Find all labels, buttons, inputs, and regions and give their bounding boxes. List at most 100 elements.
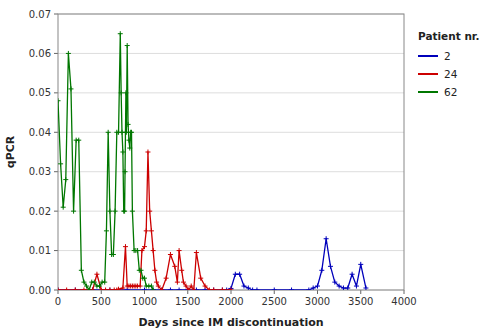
- point-marker: [324, 236, 329, 241]
- point-marker: [121, 209, 126, 214]
- point-marker: [139, 268, 144, 273]
- point-marker: [350, 272, 355, 277]
- legend-entry: 62: [444, 86, 457, 98]
- tick: [54, 14, 58, 15]
- point-marker: [168, 252, 173, 257]
- point-marker: [220, 288, 225, 291]
- point-marker: [66, 51, 71, 56]
- point-marker: [328, 264, 333, 269]
- point-marker: [203, 284, 208, 289]
- point-marker: [97, 284, 102, 289]
- grid-line: [58, 171, 404, 172]
- point-marker: [142, 276, 147, 281]
- point-marker: [81, 288, 86, 291]
- point-marker: [68, 86, 73, 91]
- legend: Patient nr.22462: [418, 30, 480, 98]
- point-marker: [58, 98, 61, 103]
- point-marker: [151, 248, 156, 253]
- tick-label: 0: [55, 296, 61, 307]
- point-marker: [233, 272, 238, 277]
- point-marker: [194, 250, 199, 255]
- point-marker: [58, 288, 61, 291]
- grid-line: [58, 250, 404, 251]
- tick: [101, 290, 102, 294]
- series: [58, 236, 368, 290]
- point-marker: [363, 286, 368, 290]
- tick: [54, 290, 58, 291]
- point-marker: [186, 288, 191, 291]
- point-marker: [119, 90, 124, 95]
- point-marker: [315, 284, 320, 289]
- tick: [54, 132, 58, 133]
- series: [58, 31, 156, 290]
- grid-line: [58, 92, 404, 93]
- point-marker: [138, 284, 143, 289]
- point-marker: [177, 248, 182, 253]
- point-marker: [73, 288, 78, 291]
- point-marker: [229, 288, 234, 291]
- point-marker: [107, 288, 112, 291]
- point-marker: [354, 284, 359, 289]
- point-marker: [289, 288, 294, 291]
- tick-label: 3500: [348, 296, 373, 307]
- point-marker: [159, 288, 164, 291]
- point-marker: [207, 288, 212, 291]
- point-marker: [130, 209, 135, 214]
- point-marker: [152, 268, 157, 273]
- tick: [144, 290, 145, 294]
- point-marker: [73, 288, 78, 291]
- series-line: [58, 239, 366, 290]
- point-marker: [164, 276, 169, 281]
- point-marker: [120, 150, 125, 155]
- tick-label: 0.01: [29, 245, 51, 256]
- point-marker: [311, 286, 316, 290]
- legend-entry: 24: [444, 68, 458, 80]
- point-marker: [64, 288, 69, 291]
- tick-label: 0.02: [29, 206, 51, 217]
- point-marker: [147, 209, 152, 214]
- point-marker: [128, 130, 133, 135]
- point-marker: [172, 264, 177, 269]
- tick: [54, 211, 58, 212]
- legend-swatch: [418, 73, 438, 75]
- point-marker: [118, 31, 123, 36]
- point-marker: [120, 286, 125, 290]
- tick: [404, 290, 405, 294]
- plot-area: [58, 31, 368, 290]
- legend-entry: 2: [444, 50, 451, 62]
- series-line: [58, 34, 153, 290]
- tick: [54, 92, 58, 93]
- point-marker: [337, 284, 342, 289]
- point-marker: [123, 130, 128, 135]
- point-marker: [87, 288, 92, 291]
- point-marker: [107, 209, 112, 214]
- point-marker: [122, 209, 127, 214]
- point-marker: [104, 228, 109, 233]
- tick-label: 3000: [305, 296, 330, 307]
- point-marker: [116, 287, 121, 290]
- tick-label: 2500: [262, 296, 287, 307]
- tick-label: 1000: [132, 296, 157, 307]
- point-marker: [61, 205, 66, 210]
- tick-label: 0.07: [29, 9, 51, 20]
- point-marker: [246, 286, 251, 290]
- point-marker: [358, 262, 363, 267]
- point-marker: [107, 288, 112, 291]
- point-marker: [332, 280, 337, 285]
- point-marker: [71, 209, 76, 214]
- point-marker: [126, 122, 131, 127]
- point-marker: [177, 288, 182, 291]
- point-marker: [113, 209, 118, 214]
- point-marker: [272, 288, 277, 291]
- tick-label: 1500: [175, 296, 200, 307]
- point-marker: [181, 280, 186, 285]
- legend-swatch: [418, 91, 438, 93]
- tick-label: 2000: [218, 296, 243, 307]
- point-marker: [94, 272, 99, 277]
- point-marker: [106, 130, 111, 135]
- point-marker: [124, 130, 129, 135]
- tick: [231, 290, 232, 294]
- point-marker: [102, 280, 107, 285]
- point-marker: [151, 288, 156, 291]
- tick-label: 0.06: [29, 48, 51, 59]
